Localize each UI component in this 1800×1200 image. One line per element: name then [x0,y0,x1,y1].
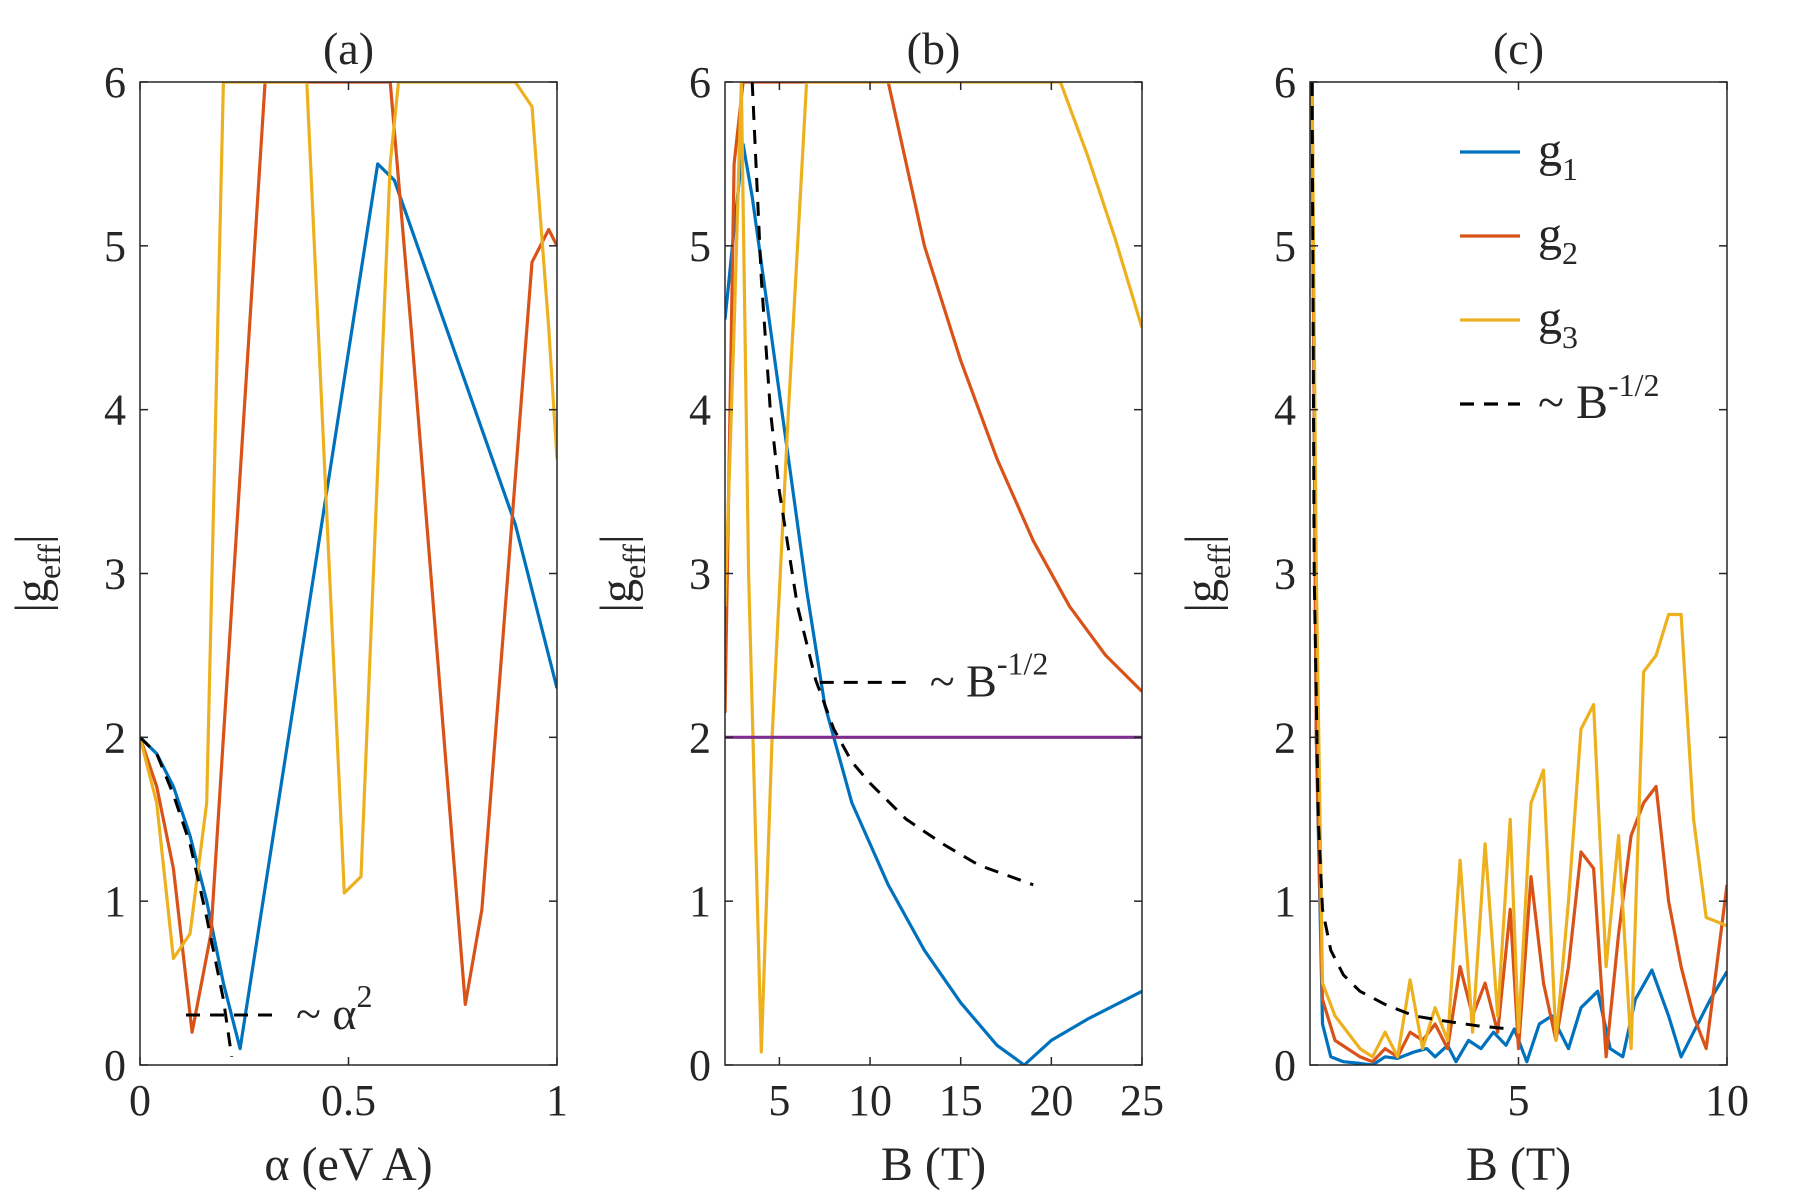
annotation-text: ~ α [296,988,357,1039]
y-tick-label-a: 5 [104,222,126,271]
x-axis-label-b: B (T) [881,1138,986,1191]
y-tick-label-c: 0 [1274,1041,1296,1090]
series-line-b-g3 [725,82,1142,1054]
y-axis-label-sub: eff [1201,544,1237,579]
panel-title-a: (a) [323,23,374,74]
series-line-c-g3 [1310,82,1727,1059]
y-axis-label-end: | [1176,534,1229,544]
x-axis-label-c: B (T) [1466,1138,1571,1191]
x-tick-label-a: 1 [546,1076,568,1125]
legend-label-sub: 1 [1562,151,1578,187]
legend-label-main: g [1538,208,1562,261]
y-tick-label-b: 0 [689,1041,711,1090]
annotation-a: ~ α2 [296,978,373,1039]
series-line-c-B-1-2 [1310,82,1511,1031]
y-tick-label-a: 0 [104,1041,126,1090]
y-axis-label-end: | [6,534,59,544]
y-tick-label-c: 5 [1274,222,1296,271]
plot-area-b [725,82,1142,1065]
y-tick-label-c: 4 [1274,386,1296,435]
panel-b: 0 1 2 3 4 5 6 5 10 15 20 25 (b) B (T) |geff| ~ B-1/2 [591,23,1164,1191]
y-tick-label-a: 1 [104,877,126,926]
series-line-a-g3 [140,82,557,961]
annotation-sup: -1/2 [997,645,1049,681]
y-axis-label-main: |g [591,579,644,613]
legend-label-sub: 3 [1562,319,1578,355]
y-tick-label-b: 5 [689,222,711,271]
y-tick-label-b: 1 [689,877,711,926]
y-axis-label-main: |g [1176,579,1229,613]
legend-label-main: g [1538,124,1562,177]
y-tick-label-c: 2 [1274,713,1296,762]
y-axis-label-main: |g [6,579,59,613]
y-axis-label-c: |geff| [1176,534,1237,612]
annotation-text: ~ B [930,655,997,706]
legend-label-3: g3 [1538,292,1578,355]
series-line-a-g2 [140,82,557,1034]
legend-label-2: g2 [1538,208,1578,271]
annotation-sup: 2 [356,978,372,1014]
y-tick-label-b: 6 [689,58,711,107]
y-tick-label-a: 4 [104,386,126,435]
series-line-b-B-1-2 [750,82,1034,887]
panel-title-b: (b) [907,23,961,74]
x-axis-label-a: α (eV A) [264,1138,432,1191]
x-tick-label-b: 15 [939,1076,983,1125]
series-line-b-g1 [725,142,1142,1065]
y-tick-label-b: 4 [689,386,711,435]
y-tick-label-c: 3 [1274,550,1296,599]
plot-area-c [1310,82,1727,1065]
y-tick-label-a: 6 [104,58,126,107]
series-line-c-g2 [1310,82,1727,1064]
x-tick-label-c: 5 [1508,1076,1530,1125]
legend-label-1: g1 [1538,124,1578,187]
panel-title-c: (c) [1493,23,1544,74]
x-tick-label-a: 0 [129,1076,151,1125]
x-tick-label-c: 10 [1705,1076,1749,1125]
legend-label-sup: -1/2 [1608,367,1660,403]
x-tick-label-b: 20 [1029,1076,1073,1125]
y-tick-label-b: 2 [689,713,711,762]
series-line-c-g1 [1310,82,1727,1065]
legend-label-4: ~ B-1/2 [1538,367,1660,429]
annotation-b: ~ B-1/2 [930,645,1049,706]
y-tick-label-a: 2 [104,713,126,762]
series-line-a-g1 [140,162,557,1051]
y-tick-label-a: 3 [104,550,126,599]
y-tick-label-b: 3 [689,550,711,599]
y-axis-label-end: | [591,534,644,544]
legend-label-main: ~ B [1538,376,1608,429]
legend-label-sub: 2 [1562,235,1578,271]
y-tick-label-c: 1 [1274,877,1296,926]
x-tick-label-b: 10 [848,1076,892,1125]
y-axis-label-sub: eff [616,544,652,579]
y-tick-label-c: 6 [1274,58,1296,107]
y-axis-label-sub: eff [31,544,67,579]
y-axis-label-a: |geff| [6,534,67,612]
legend-label-main: g [1538,292,1562,345]
x-tick-label-b: 25 [1120,1076,1164,1125]
y-axis-label-b: |geff| [591,534,652,612]
x-tick-label-a: 0.5 [321,1076,376,1125]
plot-area-a [140,82,557,1065]
x-tick-label-b: 5 [768,1076,790,1125]
